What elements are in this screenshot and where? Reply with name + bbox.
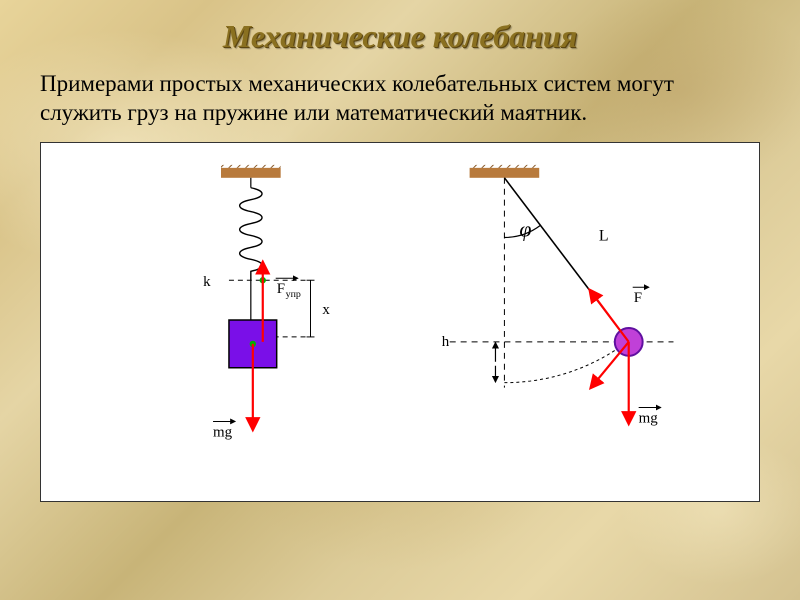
svg-text:F: F (634, 290, 642, 306)
mg-label-pendulum: mg (639, 407, 661, 426)
phi-label: φ (519, 217, 531, 241)
spring-support (221, 168, 281, 178)
physics-diagram: k F упр x mg (41, 143, 759, 501)
pendulum-support (470, 168, 540, 178)
l-label: L (599, 227, 609, 244)
body-paragraph: Примерами простых механических колебател… (40, 69, 760, 128)
f-label-pendulum: F (633, 287, 649, 306)
resultant-vector (591, 342, 629, 388)
fupr-label: F упр (276, 278, 301, 300)
k-label: k (203, 274, 211, 290)
page-title: Механические колебания (40, 18, 760, 55)
diagram-container: k F упр x mg (40, 142, 760, 502)
svg-text:упр: упр (286, 289, 301, 300)
pendulum-system: φ L h F mg (442, 165, 674, 427)
f-vector (590, 290, 629, 342)
spring-mass-system: k F упр x mg (203, 165, 330, 440)
spring-icon (240, 188, 262, 280)
svg-text:mg: mg (213, 424, 233, 440)
x-label: x (322, 302, 330, 318)
svg-text:mg: mg (639, 410, 659, 426)
svg-text:F: F (277, 281, 285, 297)
mg-label-spring: mg (213, 421, 235, 440)
h-label: h (442, 334, 450, 350)
